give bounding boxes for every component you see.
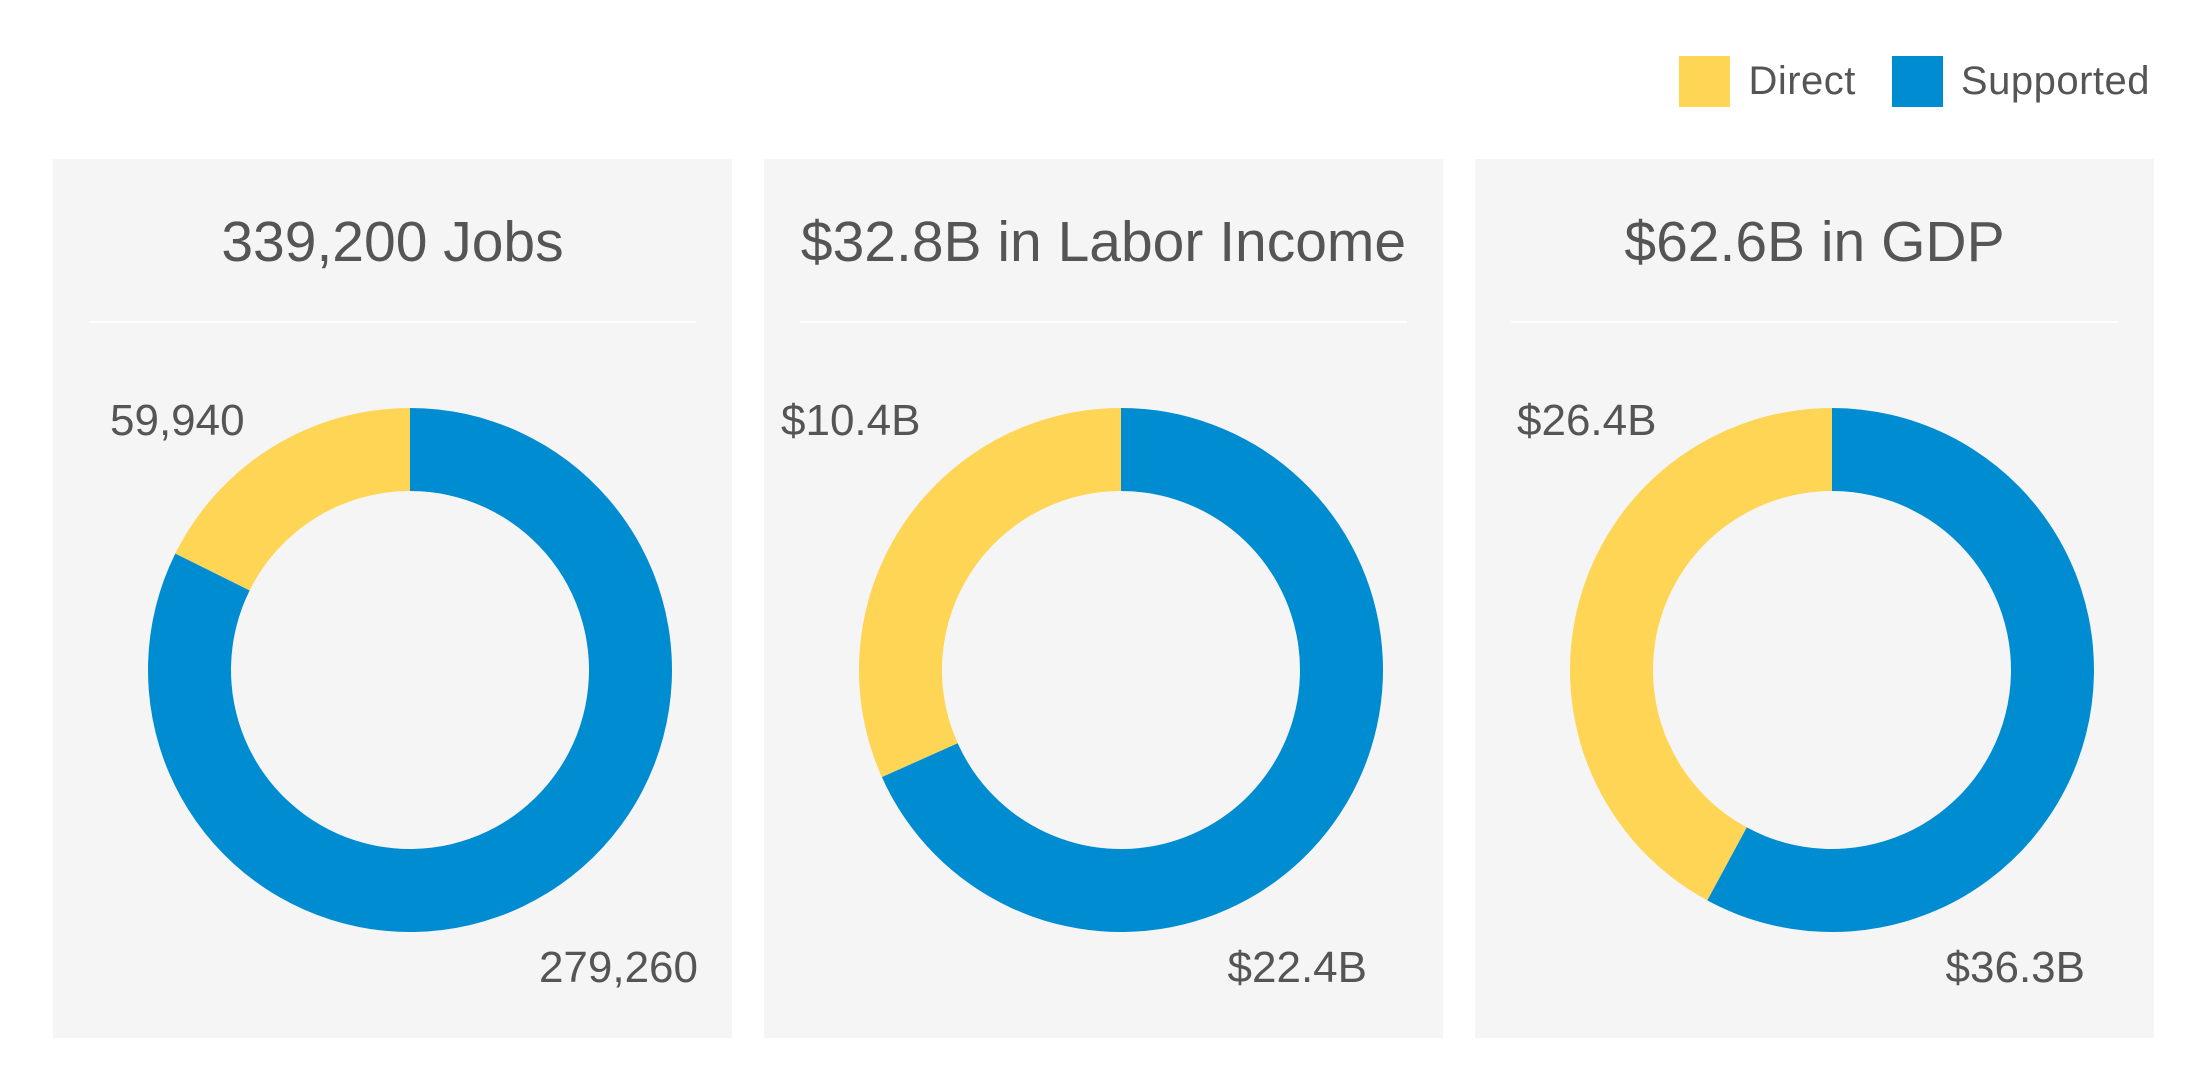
panel-gdp: $62.6B in GDP $26.4B $36.3B bbox=[1475, 159, 2154, 1038]
slice-label-direct: $26.4B bbox=[1517, 396, 1656, 445]
slice-label-direct: 59,940 bbox=[110, 396, 245, 445]
chart-legend: Direct Supported bbox=[1679, 56, 2150, 107]
panel-title-jobs: 339,200 Jobs bbox=[221, 210, 564, 274]
slice-label-direct: $10.4B bbox=[781, 396, 920, 445]
panel-labor-income: $32.8B in Labor Income $10.4B $22.4B bbox=[764, 159, 1443, 1038]
donut-slice-supported bbox=[1707, 408, 2094, 932]
legend-label-supported: Supported bbox=[1960, 59, 2150, 103]
legend-swatch-supported bbox=[1891, 56, 1943, 107]
slice-label-supported: 279,260 bbox=[539, 943, 698, 992]
panel-divider bbox=[89, 321, 696, 323]
donut-slice-supported bbox=[881, 408, 1383, 933]
legend-item-supported: Supported bbox=[1891, 56, 2150, 107]
panel-jobs: 339,200 Jobs 59,940 279,260 bbox=[53, 159, 732, 1038]
panel-divider bbox=[800, 321, 1407, 323]
slice-label-supported: $36.3B bbox=[1946, 943, 2085, 992]
donut-slice-direct bbox=[1570, 408, 1832, 901]
panel-divider bbox=[1511, 321, 2118, 323]
donut-chart-gdp: $26.4B $36.3B bbox=[1517, 396, 2094, 992]
legend-item-direct: Direct bbox=[1679, 56, 1855, 107]
donut-slice-direct bbox=[175, 408, 410, 591]
legend-swatch-direct bbox=[1679, 56, 1731, 107]
legend-label-direct: Direct bbox=[1748, 59, 1856, 103]
donut-chart-labor-income: $10.4B $22.4B bbox=[781, 396, 1383, 992]
panel-title-gdp: $62.6B in GDP bbox=[1624, 210, 2005, 274]
panel-title-labor-income: $32.8B in Labor Income bbox=[800, 210, 1407, 274]
donut-slice-direct bbox=[859, 408, 1121, 778]
donut-slice-supported bbox=[147, 408, 672, 932]
donut-chart-jobs: 59,940 279,260 bbox=[110, 396, 698, 992]
slice-label-supported: $22.4B bbox=[1228, 943, 1367, 992]
